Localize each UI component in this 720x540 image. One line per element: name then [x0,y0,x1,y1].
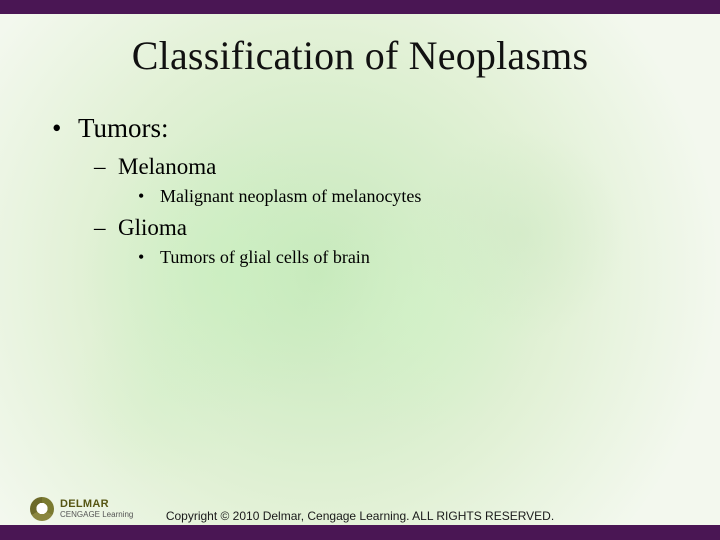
logo-text: DELMAR CENGAGE Learning [60,499,133,519]
publisher-logo: DELMAR CENGAGE Learning [30,497,133,521]
bullet-mark: – [94,215,118,241]
slide-body: • Tumors: – Melanoma • Malignant neoplas… [0,79,720,268]
bullet-text: Glioma [118,215,187,241]
logo-brand-bottom: CENGAGE Learning [60,511,133,519]
bullet-level1: • Tumors: [52,113,668,144]
bullet-text: Malignant neoplasm of melanocytes [160,186,421,207]
bullet-level3: • Malignant neoplasm of melanocytes [138,186,668,207]
footer: DELMAR CENGAGE Learning [0,493,720,525]
bullet-text: Tumors of glial cells of brain [160,247,370,268]
slide-content: Classification of Neoplasms • Tumors: – … [0,14,720,268]
slide-title: Classification of Neoplasms [0,14,720,79]
bullet-mark: – [94,154,118,180]
bottom-accent-bar [0,525,720,540]
bullet-mark: • [138,247,160,268]
logo-icon [30,497,54,521]
bullet-level2: – Melanoma [94,154,668,180]
bullet-mark: • [52,113,78,144]
bullet-level2: – Glioma [94,215,668,241]
bullet-mark: • [138,186,160,207]
bullet-text: Melanoma [118,154,216,180]
bullet-level3: • Tumors of glial cells of brain [138,247,668,268]
top-accent-bar [0,0,720,14]
logo-brand-top: DELMAR [60,499,133,510]
bullet-text: Tumors: [78,113,169,144]
